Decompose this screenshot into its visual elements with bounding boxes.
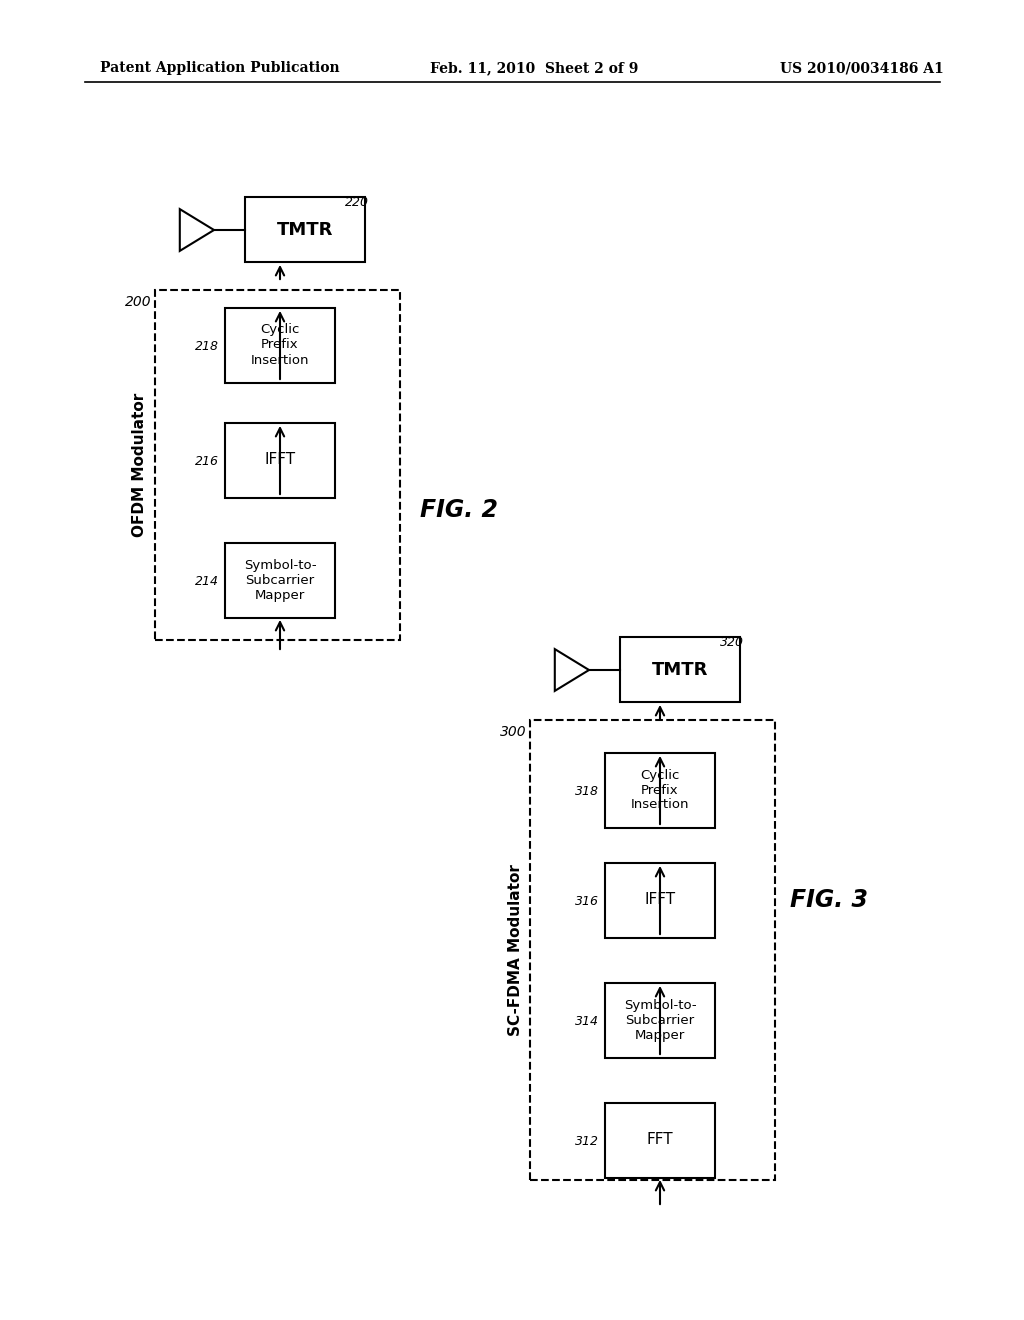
Text: Feb. 11, 2010  Sheet 2 of 9: Feb. 11, 2010 Sheet 2 of 9 bbox=[430, 61, 638, 75]
Text: TMTR: TMTR bbox=[276, 220, 333, 239]
FancyBboxPatch shape bbox=[225, 308, 335, 383]
Text: 314: 314 bbox=[575, 1015, 599, 1028]
Text: 214: 214 bbox=[195, 576, 219, 587]
Text: Cyclic
Prefix
Insertion: Cyclic Prefix Insertion bbox=[631, 768, 689, 812]
Text: 218: 218 bbox=[195, 341, 219, 352]
Text: 316: 316 bbox=[575, 895, 599, 908]
Text: OFDM Modulator: OFDM Modulator bbox=[132, 393, 147, 537]
Text: Symbol-to-
Subcarrier
Mapper: Symbol-to- Subcarrier Mapper bbox=[244, 558, 316, 602]
FancyBboxPatch shape bbox=[605, 862, 715, 937]
Text: IFFT: IFFT bbox=[644, 892, 676, 908]
FancyBboxPatch shape bbox=[605, 752, 715, 828]
FancyBboxPatch shape bbox=[605, 982, 715, 1057]
Text: IFFT: IFFT bbox=[264, 453, 296, 467]
Text: FFT: FFT bbox=[647, 1133, 674, 1147]
FancyBboxPatch shape bbox=[225, 422, 335, 498]
FancyBboxPatch shape bbox=[605, 1102, 715, 1177]
FancyBboxPatch shape bbox=[225, 543, 335, 618]
Text: 220: 220 bbox=[345, 195, 369, 209]
Text: 200: 200 bbox=[125, 294, 152, 309]
Text: Symbol-to-
Subcarrier
Mapper: Symbol-to- Subcarrier Mapper bbox=[624, 998, 696, 1041]
Text: Cyclic
Prefix
Insertion: Cyclic Prefix Insertion bbox=[251, 323, 309, 367]
Text: 318: 318 bbox=[575, 785, 599, 799]
Text: Patent Application Publication: Patent Application Publication bbox=[100, 61, 340, 75]
Text: 312: 312 bbox=[575, 1135, 599, 1148]
Text: TMTR: TMTR bbox=[652, 661, 709, 678]
Text: SC-FDMA Modulator: SC-FDMA Modulator bbox=[508, 865, 522, 1036]
Text: 300: 300 bbox=[500, 725, 526, 739]
FancyBboxPatch shape bbox=[620, 638, 740, 702]
FancyBboxPatch shape bbox=[245, 197, 365, 261]
Text: FIG. 3: FIG. 3 bbox=[790, 888, 868, 912]
Text: 216: 216 bbox=[195, 455, 219, 469]
Text: US 2010/0034186 A1: US 2010/0034186 A1 bbox=[780, 61, 944, 75]
Text: 320: 320 bbox=[720, 636, 744, 649]
Text: FIG. 2: FIG. 2 bbox=[420, 498, 498, 521]
